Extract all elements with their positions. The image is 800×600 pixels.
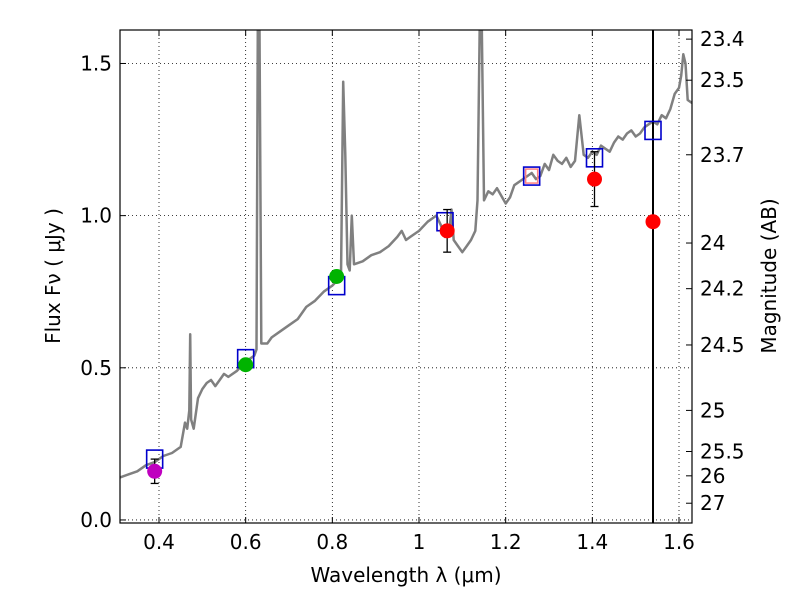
grid — [120, 30, 692, 523]
x-tick-label: 1 — [413, 530, 426, 554]
y-tick-label: 0.5 — [80, 356, 112, 380]
y-tick-label: 0.0 — [80, 508, 112, 532]
y2-tick-label: 25 — [700, 398, 725, 422]
x-tick-label: 1.4 — [576, 530, 608, 554]
y2-tick-label: 24.2 — [700, 277, 745, 301]
y2-tick-label: 23.7 — [700, 143, 745, 167]
y2-tick-label: 24 — [700, 231, 725, 255]
observed-point-5 — [587, 171, 602, 187]
y2-tick-label: 26 — [700, 464, 725, 488]
model-box-6 — [644, 120, 662, 141]
observed-point-3 — [439, 223, 455, 239]
y2-tick-label: 25.5 — [700, 439, 745, 463]
observed-point-2 — [329, 269, 345, 284]
x-tick-label: 0.4 — [143, 530, 175, 554]
y-tick-label: 1.5 — [80, 51, 112, 75]
y-axis-title: Flux Fν ( μJy ) — [41, 208, 65, 344]
x-tick-label: 1.6 — [663, 530, 695, 554]
observed-point-1 — [238, 357, 254, 373]
y2-axis-title: Magnitude (AB) — [757, 198, 781, 353]
y2-tick-label: 23.5 — [700, 68, 745, 92]
y2-tick-label: 27 — [700, 491, 725, 515]
x-tick-label: 1.2 — [490, 530, 522, 554]
x-tick-label: 0.6 — [230, 530, 262, 554]
y2-tick-label: 23.4 — [700, 27, 745, 51]
axes-frame — [119, 29, 693, 524]
y-tick-label: 1.0 — [80, 204, 112, 228]
model-box-4 — [522, 166, 541, 186]
observed-point-4 — [524, 168, 539, 184]
observed-point-0 — [147, 463, 163, 479]
y2-tick-label: 24.5 — [700, 333, 745, 357]
plot-frame — [119, 29, 693, 524]
observed-point-6 — [645, 214, 661, 230]
axis-ticks: 0.4 0.6 0.8 1 1.2 1.4 1.6 0.0 0.5 1.0 1.5 23.4 23.5 2… — [80, 27, 744, 554]
x-axis-title: Wavelength λ (μm) — [310, 563, 501, 587]
x-tick-label: 0.8 — [316, 530, 348, 554]
marker-layer — [145, 30, 662, 523]
